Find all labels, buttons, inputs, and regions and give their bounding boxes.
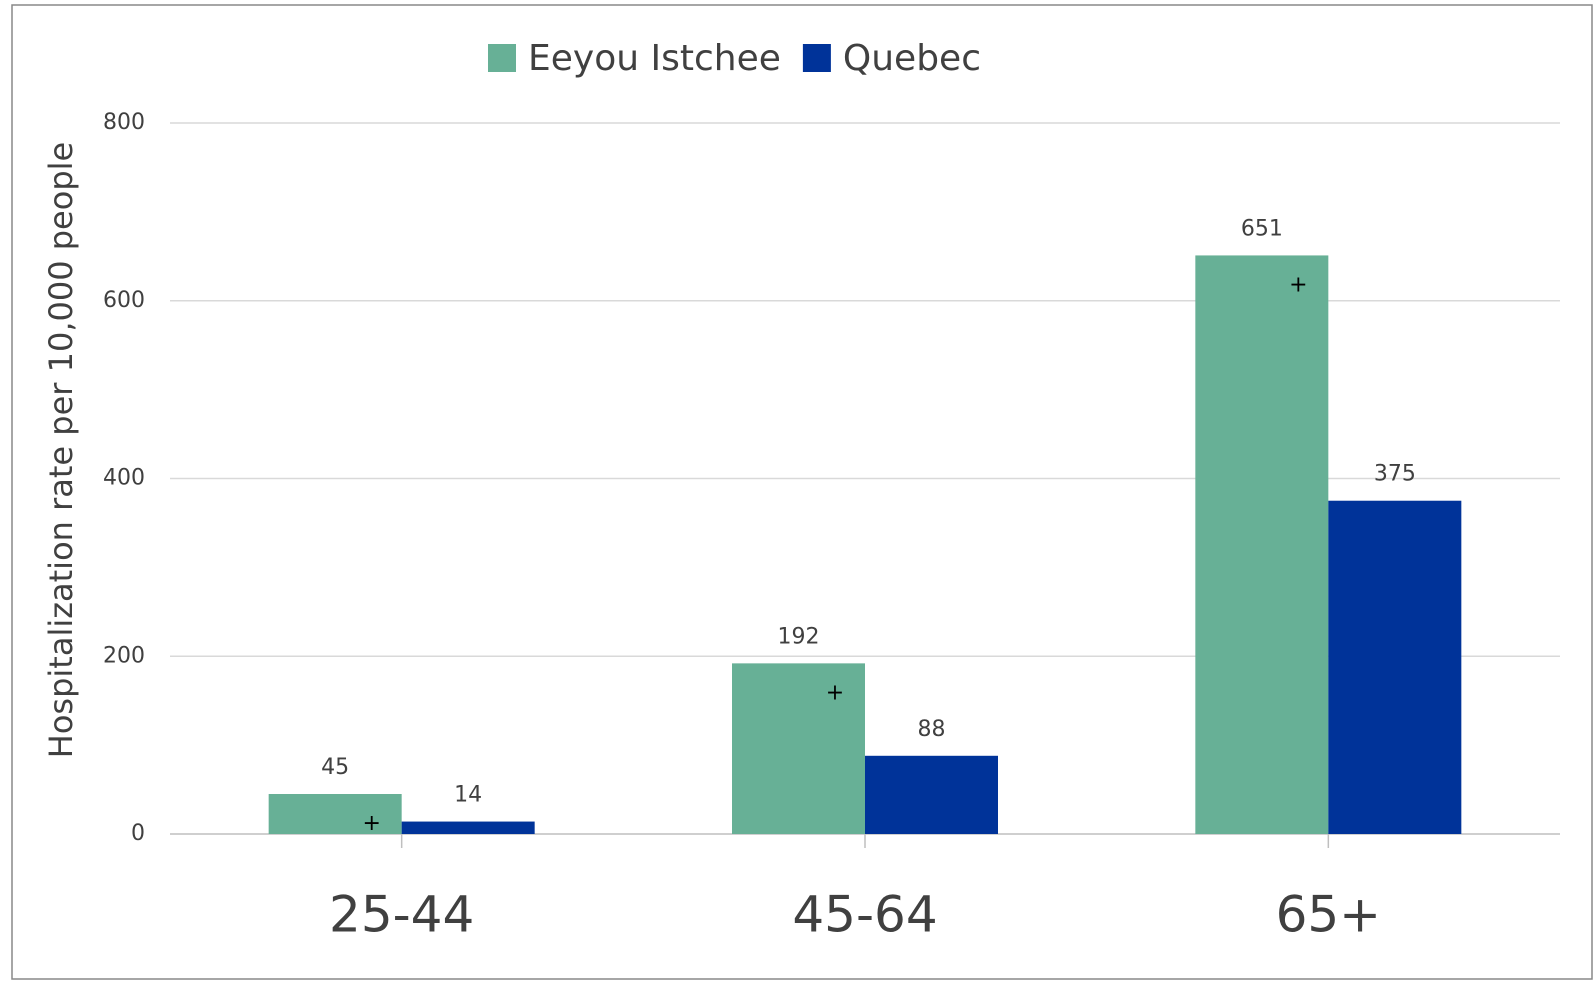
bar bbox=[865, 755, 998, 834]
y-tick-label: 400 bbox=[103, 466, 145, 491]
y-axis-label: Hospitalization rate per 10,000 people bbox=[42, 142, 80, 758]
bar bbox=[268, 794, 402, 834]
significance-marker: + bbox=[826, 680, 844, 705]
chart-frame bbox=[11, 4, 1593, 980]
data-label: 375 bbox=[1374, 462, 1416, 487]
significance-marker: + bbox=[1289, 272, 1307, 297]
bar bbox=[1195, 255, 1329, 834]
legend-swatch bbox=[802, 44, 831, 72]
y-tick-label: 0 bbox=[131, 821, 145, 846]
data-label: 88 bbox=[918, 717, 946, 742]
x-tick-label: 65+ bbox=[1276, 886, 1382, 944]
y-tick-label: 200 bbox=[103, 643, 145, 668]
legend-swatch bbox=[488, 44, 516, 72]
legend-label: Quebec bbox=[843, 38, 981, 79]
bar bbox=[732, 663, 865, 834]
bar bbox=[401, 821, 535, 834]
y-tick-label: 800 bbox=[103, 110, 145, 135]
data-label: 45 bbox=[321, 755, 349, 780]
bar bbox=[1328, 500, 1462, 834]
x-tick-label: 25-44 bbox=[329, 886, 474, 944]
significance-marker: + bbox=[362, 811, 380, 836]
y-tick-label: 600 bbox=[103, 288, 145, 313]
data-label: 192 bbox=[778, 624, 820, 649]
legend-label: Eeyou Istchee bbox=[528, 38, 781, 79]
x-tick-label: 45-64 bbox=[792, 886, 937, 944]
data-label: 651 bbox=[1241, 216, 1283, 241]
data-label: 14 bbox=[454, 783, 482, 808]
